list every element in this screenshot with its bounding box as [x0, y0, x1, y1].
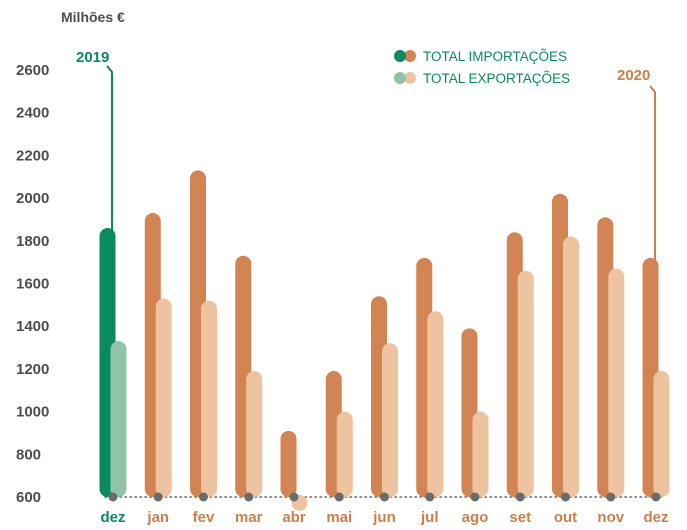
baseline-dot: [108, 492, 118, 502]
y-tick-label: 2000: [16, 190, 49, 207]
x-tick-label: dez: [100, 509, 125, 525]
legend-swatch-2020: [404, 50, 416, 62]
legend-label: TOTAL IMPORTAÇÕES: [423, 49, 567, 64]
baseline-dot: [153, 492, 163, 502]
x-tick-label: nov: [597, 509, 624, 525]
x-tick-label: jun: [372, 509, 396, 525]
baseline-dot: [244, 492, 254, 502]
y-tick-label: 1800: [16, 233, 49, 250]
y-tick-label: 1000: [16, 404, 49, 421]
x-tick-label: mar: [235, 509, 263, 525]
y-tick-label: 800: [16, 446, 41, 463]
baseline-dot: [425, 492, 435, 502]
x-tick-label: dez: [643, 509, 668, 525]
legend-swatch-2019: [394, 50, 406, 62]
x-tick-label: out: [554, 509, 577, 525]
export-bar: [155, 298, 172, 497]
export-bar: [608, 268, 625, 497]
export-bar: [472, 411, 489, 497]
unit-label: Milhões €: [61, 9, 125, 25]
legend-swatch-2019: [394, 72, 406, 84]
baseline-dot: [470, 492, 480, 502]
y-tick-label: 1200: [16, 361, 49, 378]
export-bar: [110, 341, 127, 497]
x-tick-label: jul: [420, 509, 439, 525]
y-tick-label: 1600: [16, 276, 49, 293]
y-tick-label: 2200: [16, 147, 49, 164]
y-tick-label: 1400: [16, 318, 49, 335]
import-bar: [280, 430, 297, 497]
baseline-dot: [334, 492, 344, 502]
export-bar: [336, 411, 353, 497]
export-bar: [382, 343, 398, 497]
x-tick-label: ago: [462, 509, 489, 525]
baseline-dot: [606, 492, 616, 502]
baseline-dot: [651, 492, 661, 502]
year-label-2019: 2019: [76, 49, 109, 66]
legend-label: TOTAL EXPORTAÇÕES: [423, 71, 570, 86]
x-tick-label: mai: [326, 509, 352, 525]
y-tick-label: 2600: [16, 62, 49, 79]
year-leader-2019: [106, 65, 113, 236]
y-tick-label: 600: [16, 489, 41, 506]
year-leader-2020: [649, 85, 656, 266]
x-tick-label: jan: [146, 509, 169, 525]
export-bar: [653, 371, 670, 497]
y-tick-label: 2400: [16, 105, 49, 122]
export-bar: [563, 236, 579, 497]
baseline-dot: [289, 492, 299, 502]
export-bar: [246, 371, 263, 497]
baseline-dot: [380, 492, 389, 502]
x-tick-label: abr: [282, 509, 306, 525]
x-tick-label: fev: [193, 509, 215, 525]
year-label-2020: 2020: [617, 67, 650, 84]
baseline-dot: [199, 492, 208, 502]
legend-swatch-2020: [404, 72, 416, 84]
baseline-dot: [515, 492, 525, 502]
export-bar: [427, 311, 444, 497]
baseline-dot: [561, 492, 570, 502]
export-bar: [517, 270, 534, 497]
x-tick-label: set: [509, 509, 531, 525]
export-bar: [201, 300, 217, 497]
